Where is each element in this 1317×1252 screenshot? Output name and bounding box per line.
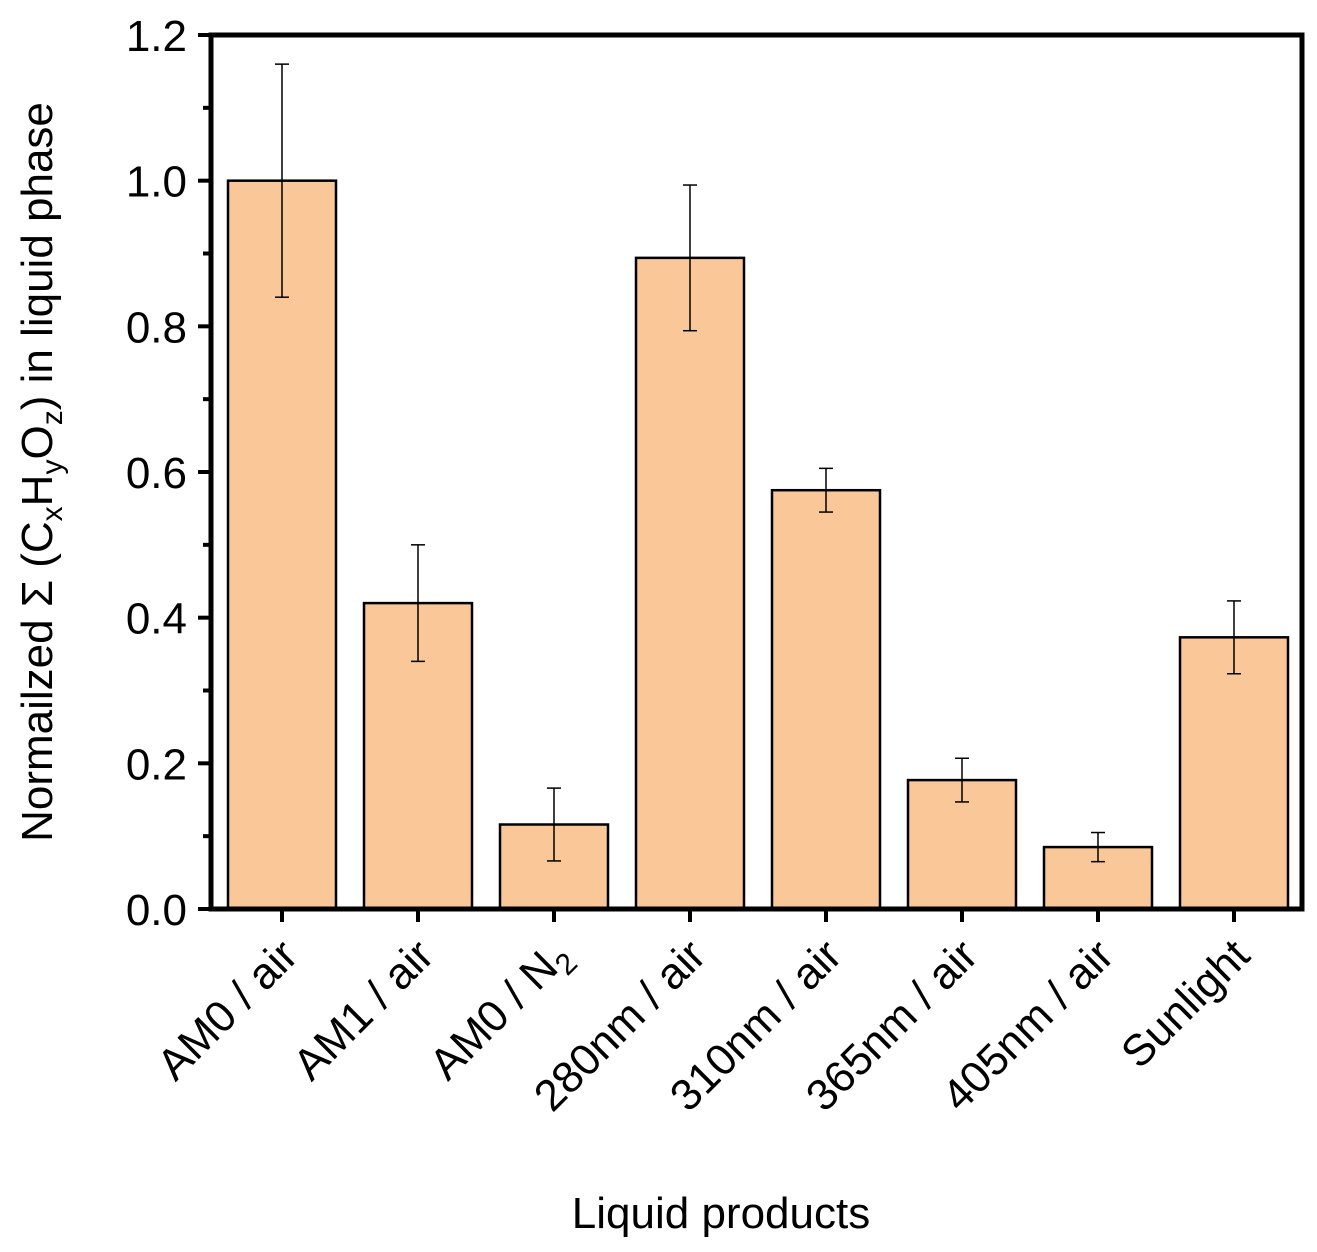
error-bar-4 [683,184,697,332]
y-axis-title-sub-z: z [36,410,69,425]
error-bar-1 [275,63,289,298]
error-bar-2 [411,544,425,663]
x-tick-label-8: Sunlight [1112,930,1259,1077]
y-tick-label: 0.2 [126,740,187,789]
x-tick-label-text: Sunlight [1112,930,1259,1077]
y-axis-title-h: H [13,475,62,507]
y-axis-title-sub-x: x [36,506,69,521]
error-bars-layer [275,63,1241,863]
y-tick-label: 0.6 [126,449,187,498]
x-axis-title: Liquid products [572,1189,870,1238]
y-axis-title-prefix: Normailzed Σ (C [13,521,62,842]
y-axis: 0.0 0.2 0.4 0.6 0.8 1.0 1.2 [126,12,211,935]
y-tick-label: 1.0 [126,158,187,207]
y-axis-title-o: O [13,425,62,459]
error-bar-6 [955,757,969,803]
y-tick-label: 1.2 [126,12,187,61]
bar-4 [634,256,746,911]
y-tick-label: 0.0 [126,886,187,935]
y-axis-title-suffix: ) in liquid phase [13,102,62,410]
bar-1 [226,179,338,911]
y-axis-title-sub-y: y [36,460,69,475]
bar-5 [770,488,882,911]
y-axis-title: Normailzed Σ (CxHyOz) in liquid phase [13,102,69,842]
error-bar-5 [819,467,833,513]
x-tick-label-2: AM1 / air [284,930,443,1089]
error-bar-8 [1227,600,1241,675]
x-tick-label-text: AM0 / air [148,930,307,1089]
bars-layer [226,179,1290,911]
x-tick-label-text: AM1 / air [284,930,443,1089]
error-bar-7 [1091,831,1105,863]
y-tick-label: 0.4 [126,595,187,644]
bar-8 [1178,636,1290,911]
bar-6 [906,778,1018,911]
error-bar-3 [547,787,561,862]
x-tick-label-1: AM0 / air [148,930,307,1089]
y-tick-label: 0.8 [126,303,187,352]
